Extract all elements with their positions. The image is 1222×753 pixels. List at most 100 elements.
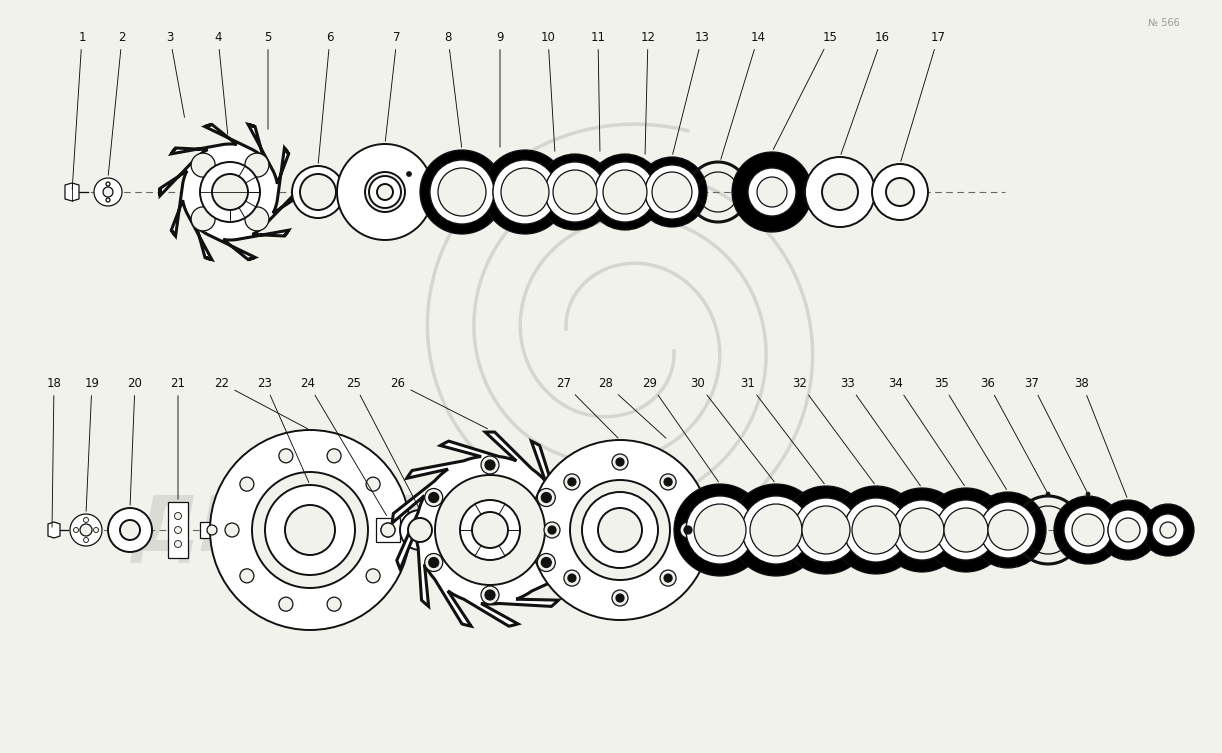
- Circle shape: [175, 526, 182, 533]
- Circle shape: [587, 154, 664, 230]
- Circle shape: [106, 198, 110, 202]
- Circle shape: [880, 488, 964, 572]
- Circle shape: [327, 449, 341, 463]
- Circle shape: [653, 172, 692, 212]
- Circle shape: [748, 168, 796, 216]
- Circle shape: [175, 541, 182, 547]
- Circle shape: [595, 162, 655, 222]
- Circle shape: [569, 480, 670, 580]
- Circle shape: [501, 168, 549, 216]
- Circle shape: [750, 504, 802, 556]
- Circle shape: [327, 597, 341, 611]
- Circle shape: [408, 518, 433, 542]
- Circle shape: [1108, 510, 1147, 550]
- Circle shape: [730, 484, 822, 576]
- Circle shape: [686, 496, 754, 564]
- Circle shape: [536, 154, 613, 230]
- Circle shape: [252, 472, 368, 588]
- Circle shape: [541, 557, 551, 568]
- Circle shape: [381, 523, 395, 537]
- Text: 32: 32: [793, 377, 875, 483]
- Circle shape: [538, 489, 555, 507]
- Circle shape: [616, 458, 624, 466]
- Circle shape: [538, 553, 555, 572]
- Text: 15: 15: [774, 31, 837, 150]
- Circle shape: [547, 526, 556, 534]
- Circle shape: [742, 496, 810, 564]
- Circle shape: [980, 502, 1036, 558]
- Circle shape: [337, 144, 433, 240]
- Circle shape: [892, 500, 952, 560]
- Circle shape: [299, 174, 336, 210]
- Circle shape: [873, 164, 927, 220]
- Text: 19: 19: [84, 377, 99, 511]
- Circle shape: [844, 498, 908, 562]
- Text: 31: 31: [741, 377, 825, 483]
- Circle shape: [794, 498, 858, 562]
- Circle shape: [892, 500, 952, 560]
- Circle shape: [660, 570, 676, 586]
- Circle shape: [429, 557, 439, 568]
- Circle shape: [748, 168, 796, 216]
- Circle shape: [1143, 504, 1194, 556]
- Circle shape: [563, 570, 580, 586]
- Circle shape: [73, 528, 78, 532]
- Text: 20: 20: [127, 377, 143, 505]
- Circle shape: [265, 485, 356, 575]
- Circle shape: [545, 162, 605, 222]
- Circle shape: [200, 162, 260, 222]
- Text: 24: 24: [301, 377, 386, 516]
- Text: 12: 12: [640, 31, 655, 154]
- Bar: [376, 518, 400, 542]
- Text: 22: 22: [215, 377, 308, 428]
- Text: 6: 6: [318, 31, 334, 163]
- Circle shape: [832, 486, 920, 574]
- Circle shape: [886, 178, 914, 206]
- Circle shape: [980, 502, 1036, 558]
- Circle shape: [103, 187, 112, 197]
- Circle shape: [602, 170, 646, 214]
- Circle shape: [191, 153, 215, 177]
- Circle shape: [794, 498, 858, 562]
- Text: 14: 14: [721, 31, 765, 160]
- Circle shape: [79, 524, 92, 536]
- Circle shape: [481, 456, 499, 474]
- Circle shape: [664, 478, 672, 486]
- Circle shape: [207, 525, 218, 535]
- Circle shape: [485, 590, 495, 600]
- Circle shape: [1064, 506, 1112, 554]
- Circle shape: [381, 523, 395, 537]
- Circle shape: [936, 500, 996, 560]
- Circle shape: [472, 512, 508, 548]
- Circle shape: [802, 506, 851, 554]
- Circle shape: [481, 586, 499, 604]
- Circle shape: [244, 153, 269, 177]
- Polygon shape: [160, 124, 299, 260]
- Text: 33: 33: [841, 377, 920, 486]
- Circle shape: [660, 474, 676, 490]
- Circle shape: [822, 174, 858, 210]
- Text: 9: 9: [496, 31, 503, 148]
- Polygon shape: [48, 522, 60, 538]
- Circle shape: [1116, 518, 1140, 542]
- Circle shape: [970, 492, 1046, 568]
- Circle shape: [1099, 500, 1158, 560]
- Text: 34: 34: [888, 377, 964, 486]
- Text: 35: 35: [935, 377, 1007, 489]
- Circle shape: [852, 506, 899, 554]
- Circle shape: [240, 569, 254, 583]
- Circle shape: [1152, 514, 1184, 546]
- Text: 5: 5: [264, 31, 271, 130]
- Bar: [167, 502, 188, 558]
- Circle shape: [367, 477, 380, 491]
- Circle shape: [541, 492, 551, 502]
- Circle shape: [430, 160, 494, 224]
- Circle shape: [899, 508, 945, 552]
- Circle shape: [530, 440, 710, 620]
- Circle shape: [675, 484, 766, 576]
- Polygon shape: [392, 432, 588, 626]
- Text: 7: 7: [385, 31, 401, 142]
- Text: 37: 37: [1024, 377, 1086, 492]
- Circle shape: [279, 449, 293, 463]
- Circle shape: [945, 508, 989, 552]
